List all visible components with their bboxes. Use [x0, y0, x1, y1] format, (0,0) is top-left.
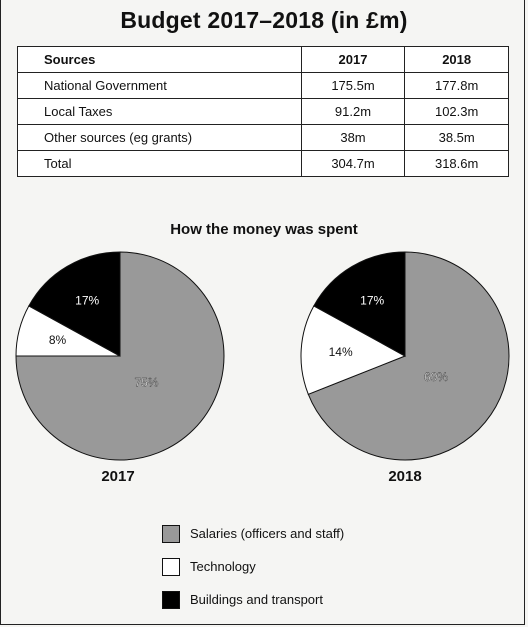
table-header-2018: 2018	[404, 46, 509, 73]
budget-table: Sources 2017 2018 National Government 17…	[17, 46, 509, 177]
table-cell: 318.6m	[404, 150, 509, 177]
table-cell: 304.7m	[300, 150, 406, 177]
table-cell: 38.5m	[404, 124, 509, 151]
table-cell: National Government	[17, 72, 302, 99]
legend-swatch-salaries	[162, 524, 180, 543]
pie-chart-2018: 69% 14% 17%	[300, 251, 510, 461]
table-cell: 102.3m	[404, 98, 509, 125]
table-cell: 38m	[300, 124, 406, 151]
pie-slice-technology	[300, 305, 407, 395]
table-cell: Total	[17, 150, 302, 177]
table-row: Local Taxes 91.2m 102.3m	[17, 98, 509, 125]
table-cell: Other sources (eg grants)	[17, 124, 302, 151]
pie-data-label: 69%	[424, 370, 448, 384]
legend-item-salaries: Salaries (officers and staff)	[162, 517, 344, 550]
table-cell: 91.2m	[300, 98, 406, 125]
pie-slice-buildings	[28, 251, 121, 357]
pie-section-title: How the money was spent	[170, 221, 358, 238]
pie-data-label: 17%	[75, 293, 99, 307]
legend-label: Buildings and transport	[190, 592, 323, 607]
table-header-2017: 2017	[300, 46, 406, 73]
legend: Salaries (officers and staff) Technology…	[162, 517, 344, 616]
legend-swatch-technology	[162, 557, 180, 576]
table-cell: Local Taxes	[17, 98, 302, 125]
pie-slice-salaries	[15, 251, 225, 461]
pie-year-label-2018: 2018	[388, 468, 422, 485]
table-row: National Government 175.5m 177.8m	[17, 72, 509, 99]
table-row: Other sources (eg grants) 38m 38.5m	[17, 124, 509, 151]
pie-data-label: 8%	[49, 333, 67, 347]
legend-label: Salaries (officers and staff)	[190, 526, 345, 541]
table-row: Total 304.7m 318.6m	[17, 150, 509, 177]
legend-label: Technology	[190, 559, 256, 574]
pie-data-label: 75%	[134, 375, 158, 389]
pie-chart-2017: 75% 8% 17%	[15, 251, 225, 461]
pie-slice-buildings	[313, 251, 406, 357]
pie-data-label: 17%	[360, 293, 384, 307]
page-title: Budget 2017–2018 (in £m)	[120, 7, 408, 33]
legend-item-buildings: Buildings and transport	[162, 583, 344, 616]
pie-year-label-2017: 2017	[101, 468, 135, 485]
legend-item-technology: Technology	[162, 550, 344, 583]
table-header-row: Sources 2017 2018	[17, 46, 509, 73]
legend-swatch-buildings	[162, 590, 180, 609]
table-header-sources: Sources	[17, 46, 302, 73]
pie-slice-salaries	[307, 251, 510, 461]
table-cell: 177.8m	[404, 72, 509, 99]
pie-data-label: 14%	[329, 345, 353, 359]
table-cell: 175.5m	[300, 72, 406, 99]
